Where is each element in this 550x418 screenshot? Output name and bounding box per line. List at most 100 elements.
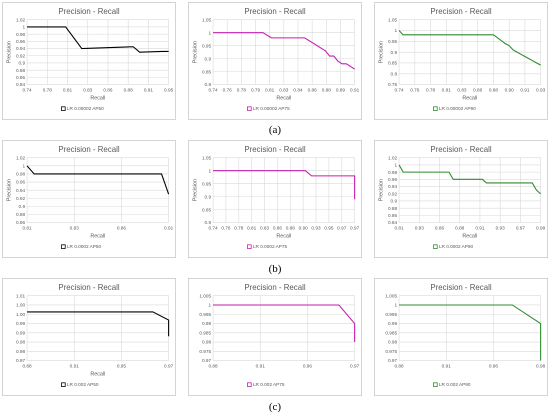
legend-swatch — [247, 244, 252, 249]
y-tick-label: 1.01 — [16, 293, 26, 298]
y-tick-label: 0.86 — [16, 75, 26, 80]
x-tick-label: 0.88 — [286, 225, 296, 230]
y-tick-label: 0.94 — [16, 188, 26, 193]
y-tick-label: 0.84 — [16, 82, 26, 87]
chart-title: Precision - Recall — [58, 145, 119, 154]
chart-svg: Precision - Recall 0.84 0.86 0.88 0.9 0.92 0.9… — [378, 145, 546, 249]
y-tick-label: 0.985 — [199, 330, 211, 335]
x-tick-label: 0.91 — [144, 87, 154, 92]
x-tick-label: 0.83 — [83, 87, 93, 92]
x-tick-label: 0.86 — [273, 225, 283, 230]
x-tick-label: 0.97 — [164, 363, 174, 368]
y-tick-label: 0.85 — [202, 69, 212, 74]
legend-label: LR 0.0002 AP50 — [67, 244, 102, 249]
legend-label: LR 0.002 AP75 — [253, 382, 285, 387]
chart-svg: Precision - Recall 0.97 0.98 0.98 0.99 0.99 1.… — [16, 283, 174, 387]
x-tick-label: 0.93 — [311, 225, 321, 230]
x-tick-label: 0.91 — [475, 225, 485, 230]
legend-label: LR 0.0002 AP90 — [439, 244, 474, 249]
y-tick-label: 0.9 — [205, 194, 212, 199]
chart-svg: Precision - Recall 0.86 0.88 0.9 0.92 0.94 0.9… — [6, 145, 173, 249]
x-tick-label: 0.81 — [247, 225, 257, 230]
y-tick-label: 1 — [208, 30, 211, 35]
x-tick-label: 0.83 — [70, 225, 80, 230]
y-tick-label: 0.84 — [388, 220, 398, 225]
x-tick-label: 0.83 — [260, 225, 270, 230]
legend-label: LR 0.00002 AP75 — [253, 106, 290, 111]
chart-title: Precision - Recall — [244, 145, 305, 154]
y-tick-label: 1.00 — [16, 312, 26, 317]
y-tick-label: 1.05 — [202, 155, 212, 160]
x-tick-label: 0.86 — [103, 87, 113, 92]
chart-panel-a-ap90: Precision - Recall 0.75 0.8 0.85 0.9 0.95 1 1.0… — [374, 2, 548, 120]
chart-title: Precision - Recall — [430, 145, 491, 154]
y-tick-label: 0.975 — [199, 349, 211, 354]
y-tick-label: 1.005 — [199, 293, 211, 298]
legend-label: LR 0.0002 AP75 — [253, 244, 288, 249]
y-tick-label: 0.98 — [202, 340, 212, 345]
y-tick-label: 0.9 — [391, 50, 398, 55]
x-tick-label: 0.86 — [435, 225, 445, 230]
y-axis-label: Precision — [6, 41, 12, 63]
y-tick-label: 0.98 — [388, 340, 398, 345]
y-tick-label: 0.94 — [16, 46, 26, 51]
y-tick-label: 0.99 — [202, 321, 212, 326]
y-tick-label: 1 — [394, 303, 397, 308]
x-axis-label: Recall — [90, 233, 105, 239]
x-axis-label: Recall — [90, 95, 105, 101]
legend-label: LR 0.002 AP50 — [67, 382, 99, 387]
legend-swatch — [61, 382, 66, 387]
y-tick-label: 0.98 — [388, 170, 398, 175]
x-tick-label: 0.76 — [221, 225, 231, 230]
legend-swatch — [247, 382, 252, 387]
legend-label: LR 0.00002 AP90 — [439, 106, 476, 111]
x-tick-label: 0.81 — [63, 87, 73, 92]
series-line — [213, 170, 356, 200]
y-tick-label: 1.02 — [16, 17, 26, 22]
chart-svg: Precision - Recall 0.8 0.85 0.9 0.95 1 1.05 0.7… — [192, 7, 359, 111]
x-tick-label: 0.86 — [473, 87, 483, 92]
x-tick-label: 0.78 — [426, 87, 436, 92]
y-tick-label: 0.99 — [388, 321, 398, 326]
x-tick-label: 0.86 — [308, 87, 318, 92]
y-tick-label: 1 — [208, 303, 211, 308]
chart-panel-b-ap75: Precision - Recall 0.8 0.85 0.9 0.95 1 1.05 0.7… — [188, 140, 362, 258]
y-tick-label: 0.96 — [16, 180, 26, 185]
y-tick-label: 0.92 — [16, 196, 26, 201]
x-tick-label: 0.99 — [536, 225, 546, 230]
series-line — [398, 30, 541, 66]
y-tick-label: 0.94 — [388, 184, 398, 189]
y-tick-label: 0.97 — [16, 358, 26, 363]
x-tick-label: 0.83 — [415, 225, 425, 230]
chart-panel-a-ap50: Precision - Recall 0.84 0.86 0.88 0.9 0.92 0.9… — [2, 2, 176, 120]
x-tick-label: 0.97 — [516, 225, 526, 230]
series-line — [27, 26, 169, 53]
chart-panel-a-ap75: Precision - Recall 0.8 0.85 0.9 0.95 1 1.05 0.7… — [188, 2, 362, 120]
y-tick-label: 0.995 — [385, 312, 397, 317]
chart-title: Precision - Recall — [58, 7, 119, 16]
x-tick-label: 0.91 — [256, 363, 266, 368]
x-tick-label: 0.74 — [22, 87, 32, 92]
y-tick-label: 1.05 — [388, 17, 398, 22]
y-tick-label: 0.86 — [388, 213, 398, 218]
row-label-a: (a) — [268, 124, 282, 136]
y-tick-label: 0.9 — [391, 199, 398, 204]
x-tick-label: 0.79 — [251, 87, 261, 92]
x-tick-label: 0.96 — [489, 363, 499, 368]
legend-swatch — [433, 382, 438, 387]
x-tick-label: 0.78 — [237, 87, 247, 92]
y-tick-label: 0.985 — [385, 330, 397, 335]
x-tick-label: 0.96 — [303, 363, 313, 368]
y-tick-label: 0.95 — [388, 39, 398, 44]
y-tick-label: 0.95 — [202, 181, 212, 186]
y-tick-label: 1.02 — [16, 155, 26, 160]
x-tick-label: 0.84 — [293, 87, 303, 92]
y-tick-label: 0.9 — [19, 204, 26, 209]
series-line — [27, 311, 170, 337]
y-tick-label: 0.99 — [16, 321, 26, 326]
x-tick-label: 0.88 — [208, 363, 218, 368]
y-tick-label: 0.92 — [16, 53, 26, 58]
x-tick-label: 0.88 — [124, 87, 134, 92]
series-line — [398, 164, 541, 195]
x-tick-label: 0.81 — [442, 87, 452, 92]
